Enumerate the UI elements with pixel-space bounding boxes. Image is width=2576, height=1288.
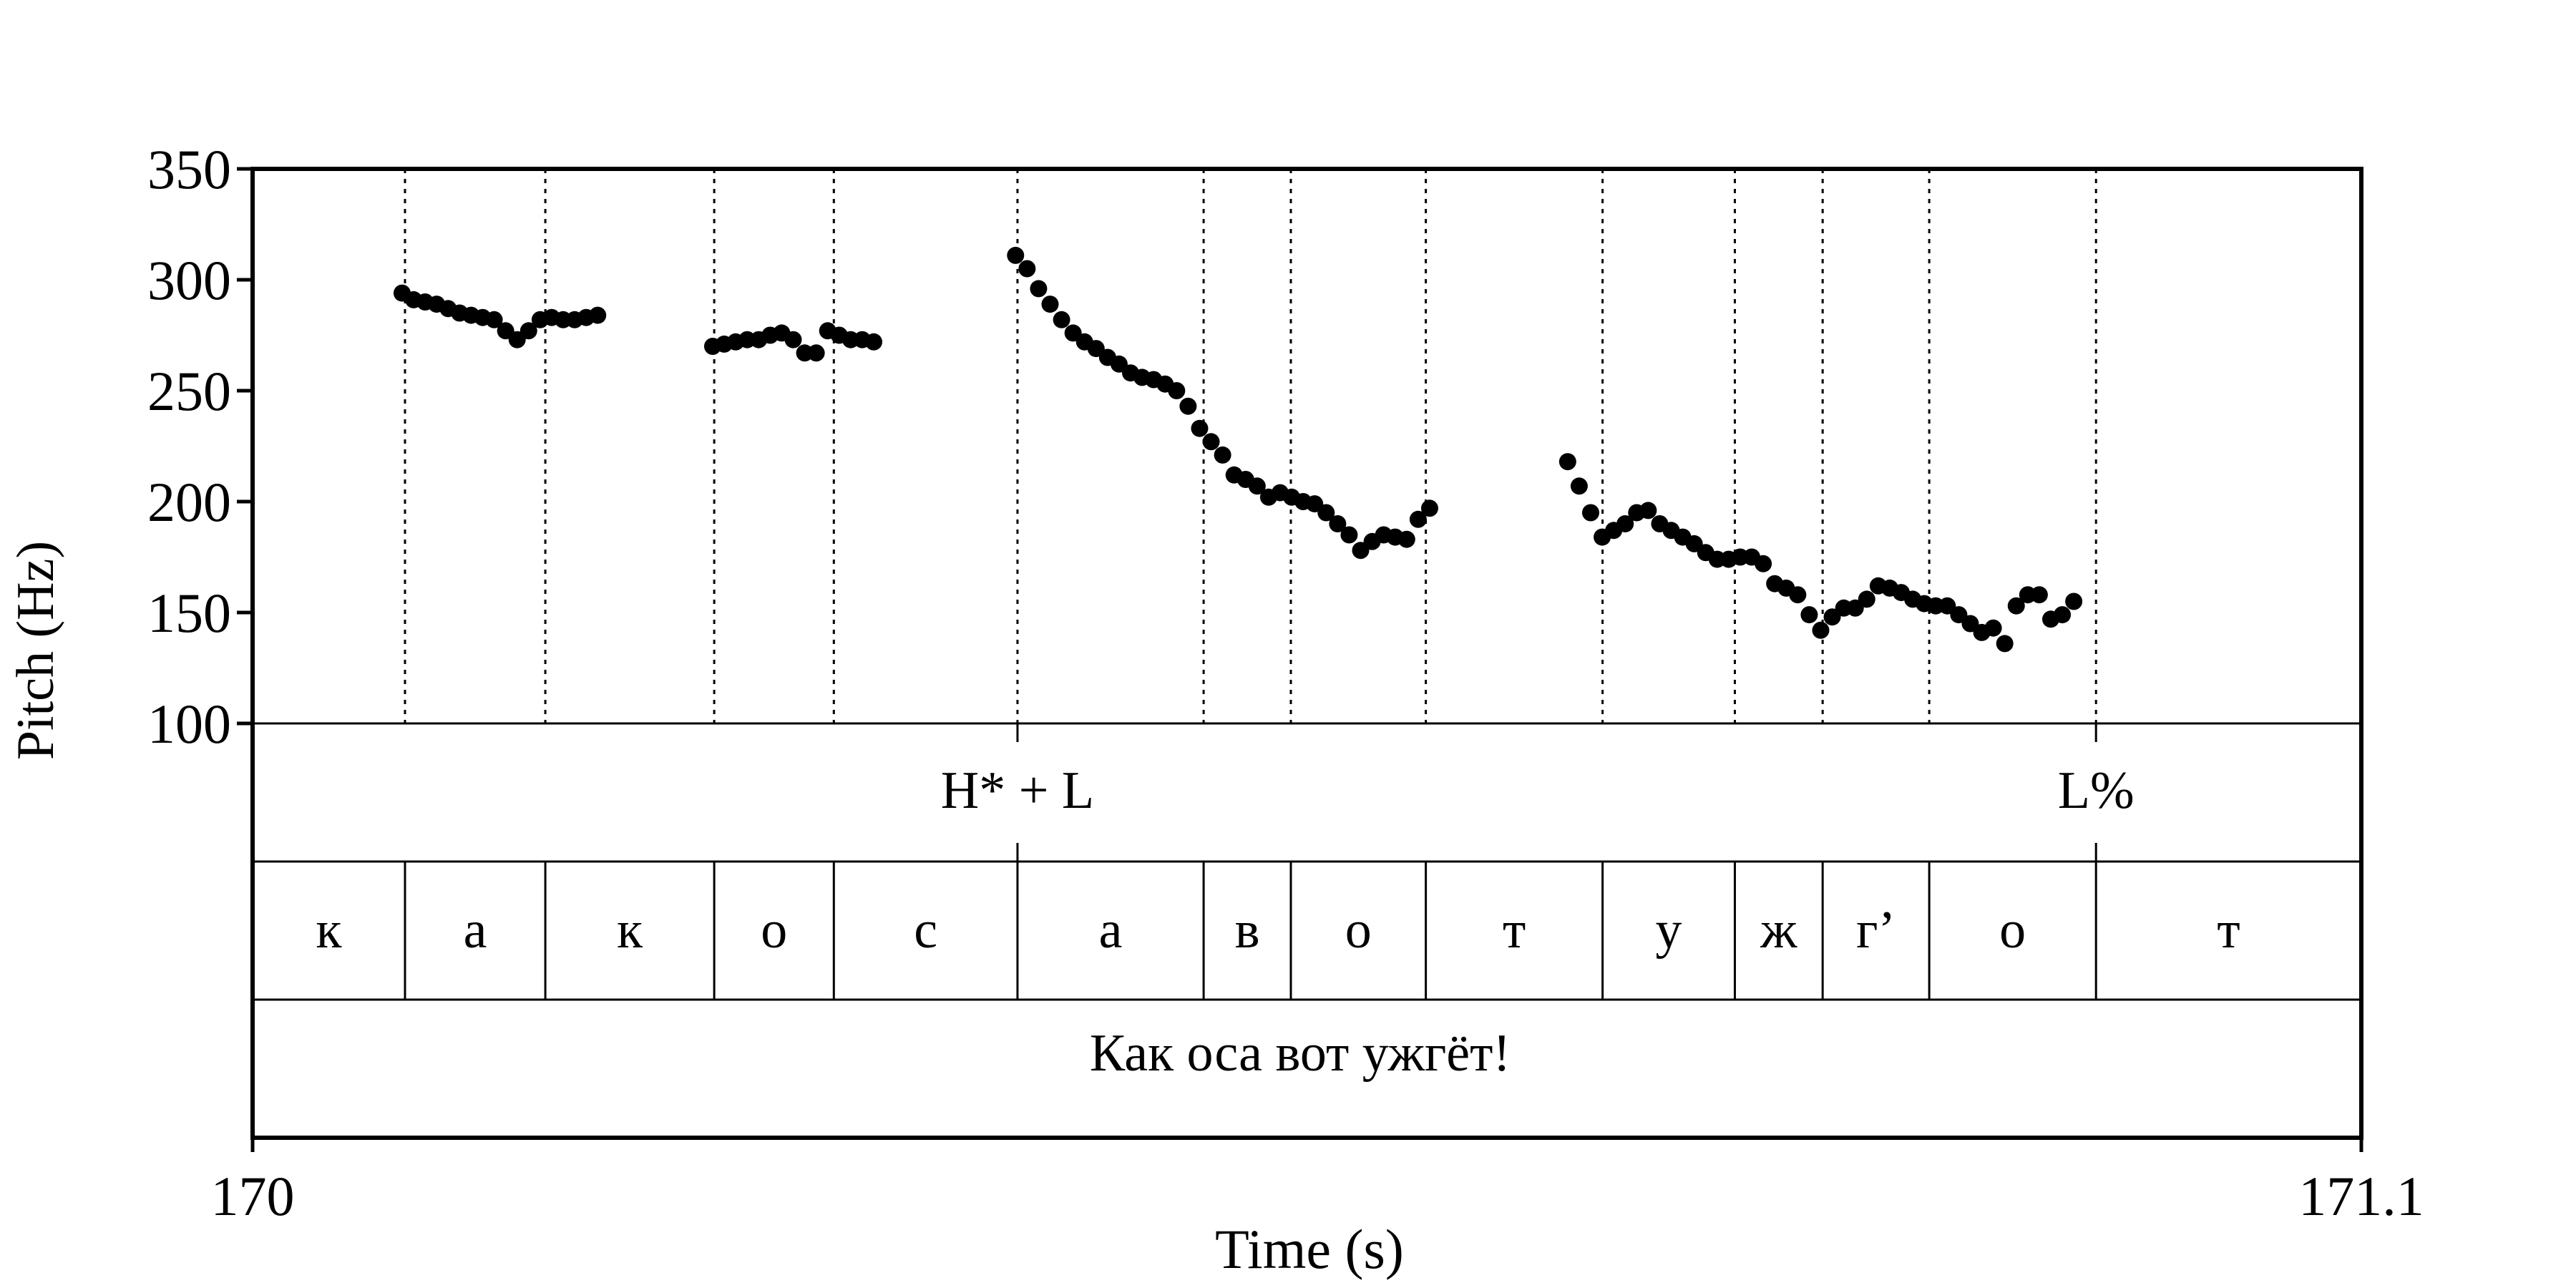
pitch-point [784,331,802,348]
pitch-point [1202,433,1220,451]
segment-label: у [1656,901,1682,960]
pitch-point [1397,530,1415,548]
y-tick-label: 150 [147,582,231,644]
y-axis-label: Pitch (Hz) [6,541,65,760]
pitch-point [2030,586,2048,604]
pitch-point [1053,311,1070,328]
pitch-point [519,322,537,340]
pitch-point [1616,515,1634,532]
plot-frame [250,167,2363,1140]
segment-label: к [316,901,343,960]
pitch-point [1984,619,2002,637]
segment-label: а [464,901,487,960]
chart-frame: 350 300 250 200 150 100 170 171.1 [147,138,2424,1227]
pitch-point [1248,477,1266,495]
pitch-point [1018,260,1036,278]
segment-label: г’ [1856,901,1896,960]
pitch-point [1191,419,1209,437]
pitch-point [865,333,883,351]
pitch-point [1214,446,1231,464]
pitch-point [807,344,825,362]
pitch-point [1317,504,1335,522]
x-tick-label: 170 [211,1165,295,1227]
y-tick-label: 100 [147,693,231,755]
pitch-point [1179,397,1197,415]
pitch-point [1858,590,1875,608]
segment-label: к [617,901,643,960]
pitch-point [1570,477,1588,495]
x-tick-label: 171.1 [2298,1165,2424,1227]
segment-label: ж [1760,901,1797,960]
segment-label: о [1345,901,1372,960]
pitch-point [1041,296,1059,313]
sentence-text: Как оса вот ужгёт! [1090,1024,1511,1083]
segment-label: с [914,901,937,960]
chart-labels: Pitch (Hz) Time (s) Как оса вот ужгёт! [6,541,1511,1280]
pitch-point [1755,555,1772,572]
segment-label: а [1099,901,1123,960]
y-tick-label: 200 [147,471,231,533]
y-tick-label: 350 [147,138,231,200]
y-tick-label: 300 [147,249,231,311]
pitch-point [1789,586,1807,604]
tone-label: H* + L [941,761,1094,820]
pitch-point [1007,246,1025,264]
pitch-point [1420,499,1438,517]
segment-label: т [2217,901,2240,960]
pitch-point [589,306,607,324]
pitch-points [393,246,2083,653]
pitch-point [1800,606,1818,624]
y-tick-label: 250 [147,360,231,422]
pitch-point [1639,502,1657,519]
pitch-point [1340,526,1358,544]
segment-label: о [1999,901,2026,960]
pitch-point [2007,597,2025,615]
pitch-point [2054,606,2072,624]
pitch-point [1030,280,1048,298]
segment-boundaries [404,169,2097,723]
x-axis-label: Time (s) [1215,1218,1404,1280]
pitch-point [1329,515,1347,532]
tone-label: L% [2058,761,2135,820]
pitch-point [1996,635,2014,653]
pitch-point [1582,504,1600,522]
pitch-point [1558,453,1576,471]
segment-label: т [1503,901,1526,960]
pitch-point [1168,382,1186,399]
segment-label: в [1235,901,1260,960]
segment-label: о [761,901,787,960]
pitch-point [2065,592,2083,610]
pitch-point [1409,510,1427,528]
pitch-point [1812,621,1830,639]
pitch-point [485,311,503,328]
